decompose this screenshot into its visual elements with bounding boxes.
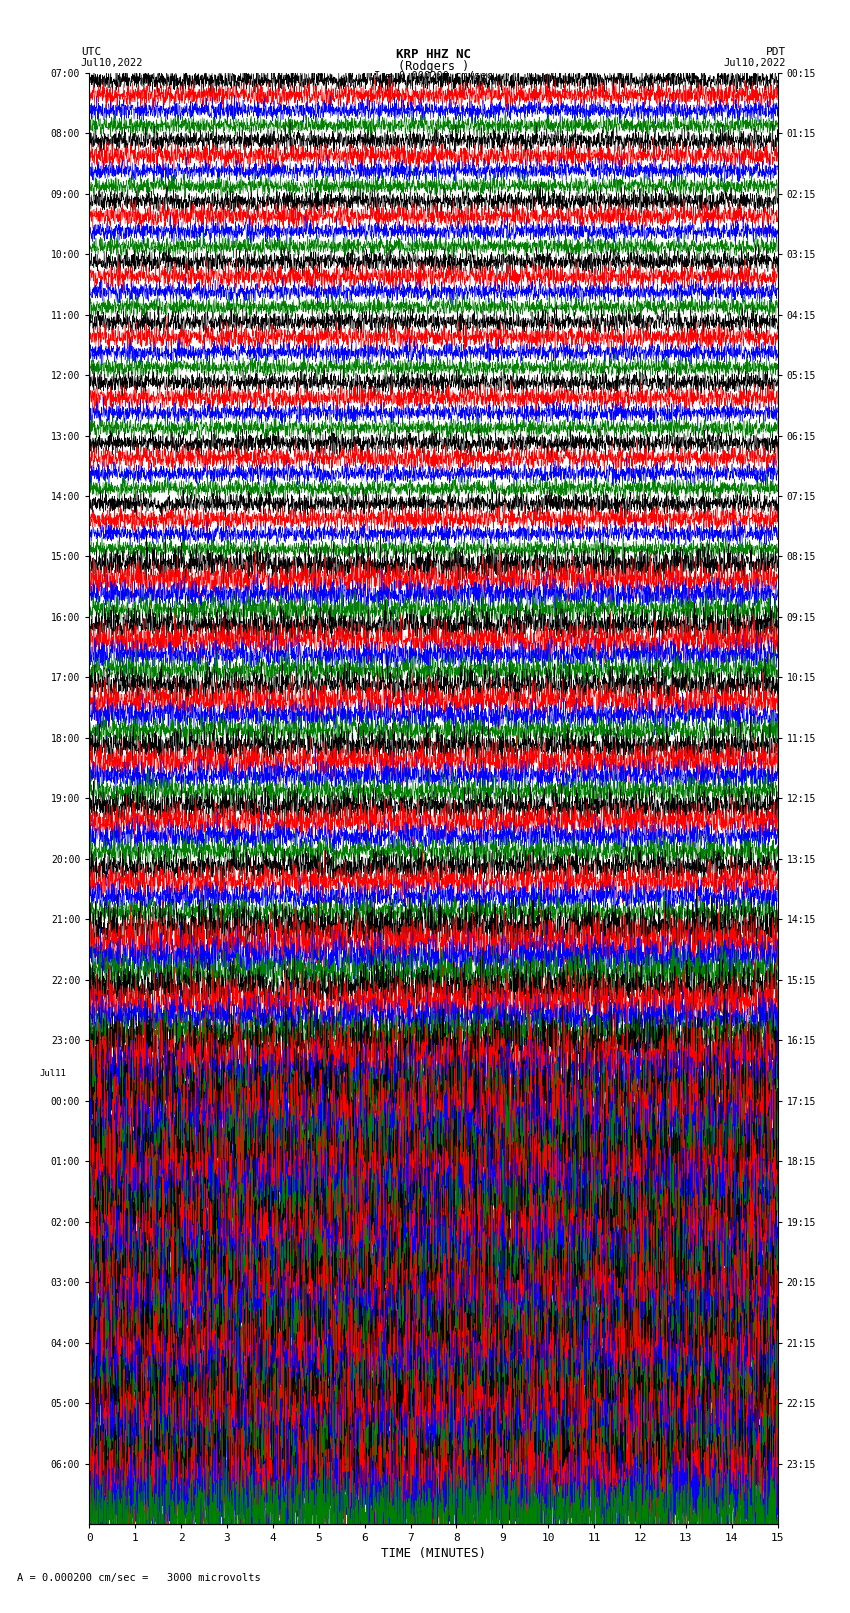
- Text: Jul10,2022: Jul10,2022: [723, 58, 786, 68]
- Text: (Rodgers ): (Rodgers ): [398, 60, 469, 73]
- Text: PDT: PDT: [766, 47, 786, 56]
- Text: I = 0.000200 cm/sec: I = 0.000200 cm/sec: [374, 71, 493, 81]
- Text: A = 0.000200 cm/sec =   3000 microvolts: A = 0.000200 cm/sec = 3000 microvolts: [17, 1573, 261, 1582]
- Text: Jul11: Jul11: [39, 1069, 66, 1077]
- X-axis label: TIME (MINUTES): TIME (MINUTES): [381, 1547, 486, 1560]
- Text: UTC: UTC: [81, 47, 101, 56]
- Text: KRP HHZ NC: KRP HHZ NC: [396, 48, 471, 61]
- Text: Jul10,2022: Jul10,2022: [81, 58, 144, 68]
